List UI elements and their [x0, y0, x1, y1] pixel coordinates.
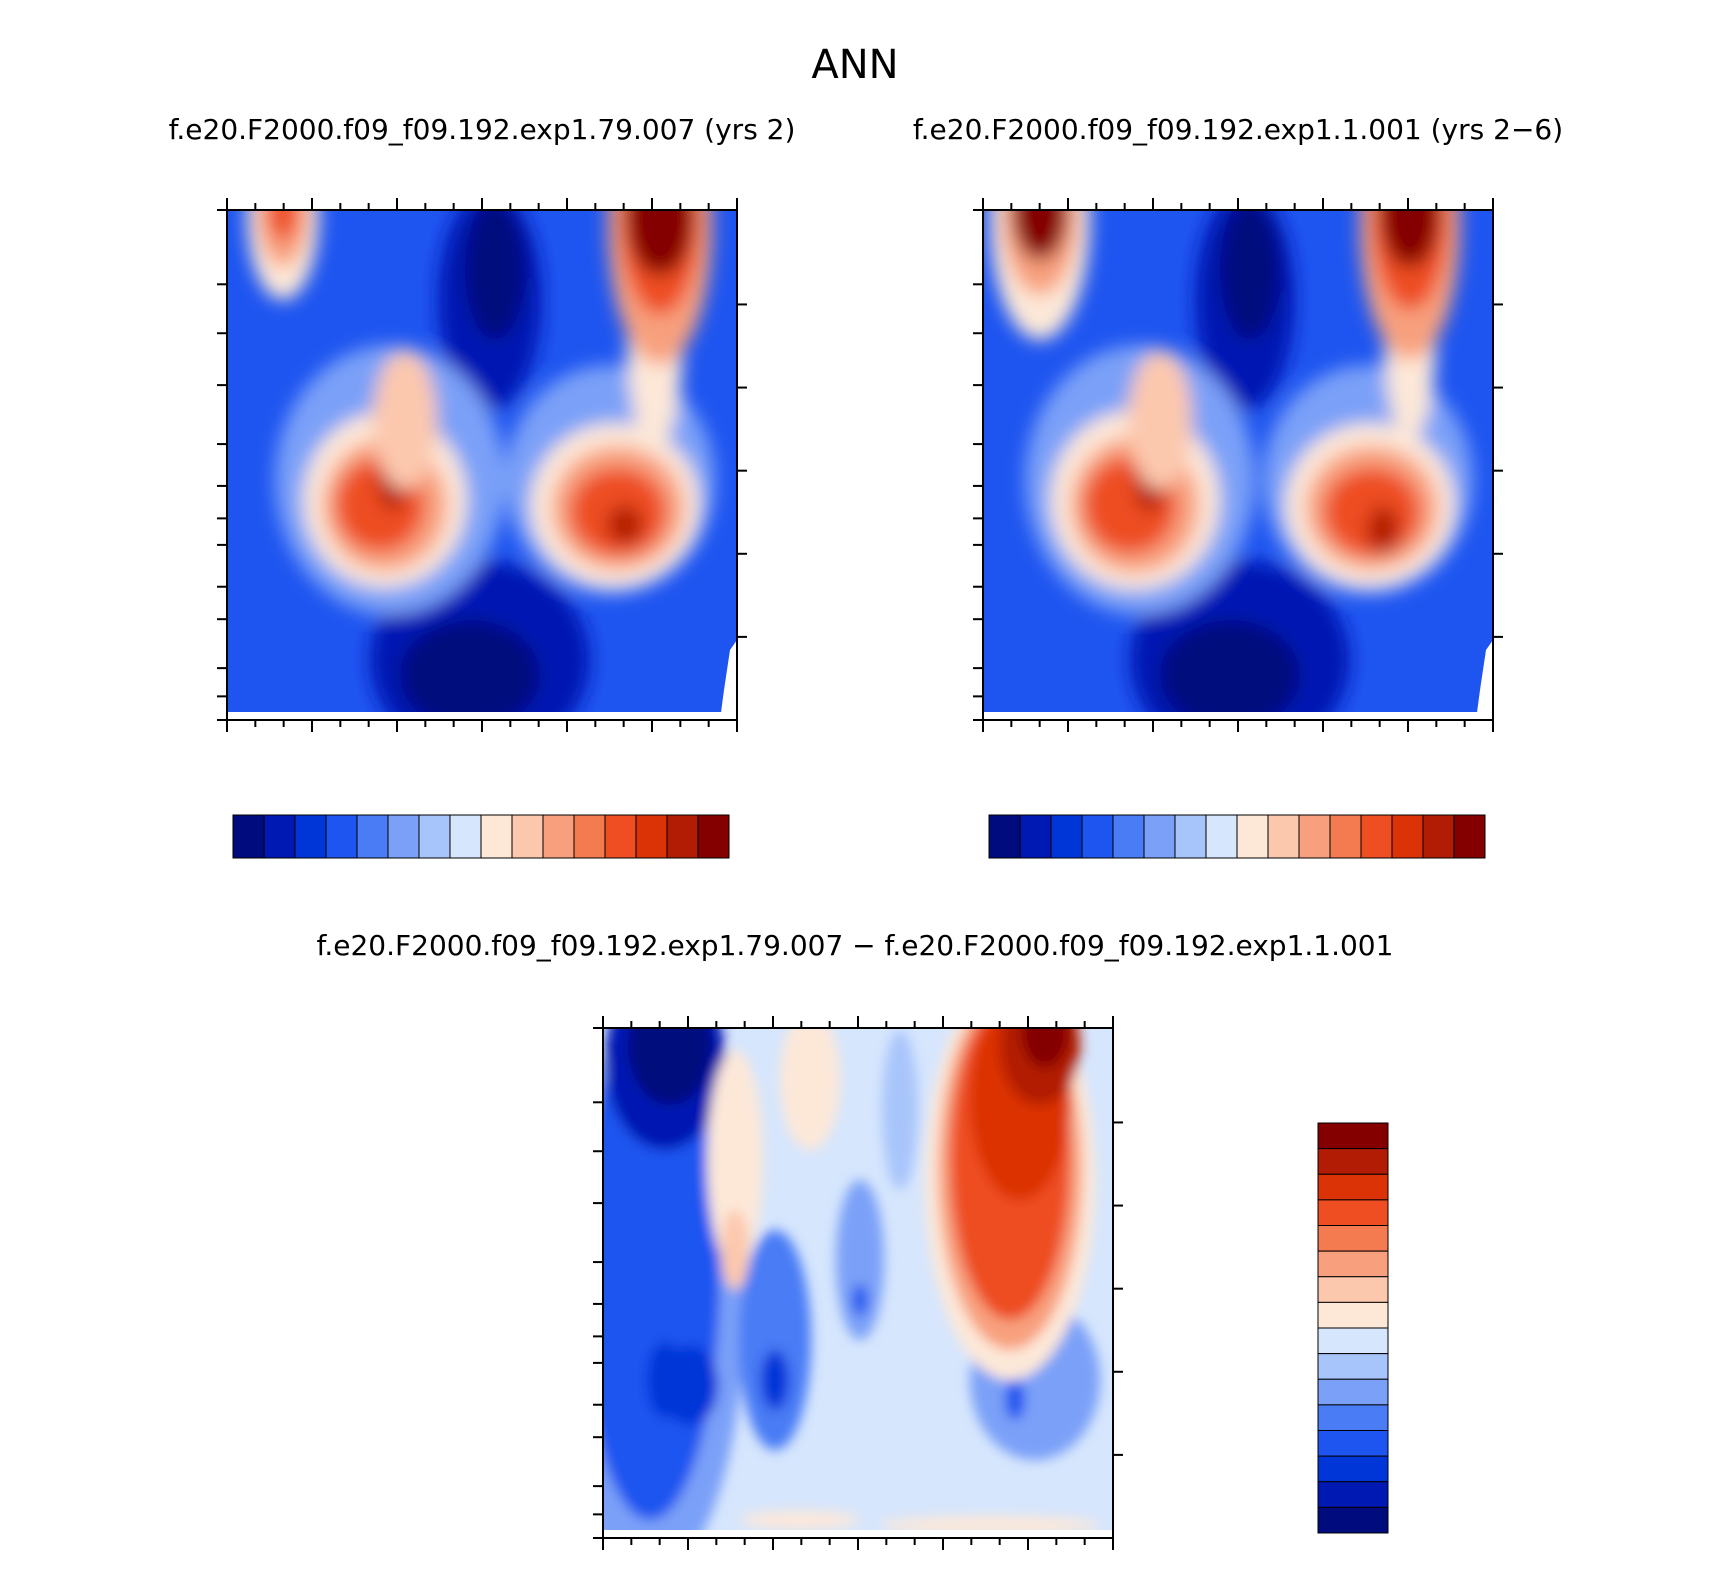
- p3-colorbar-swatch: [1317, 1455, 1389, 1483]
- p1-trop-strat-core: [465, 210, 525, 340]
- p3-colorbar-swatch: [1317, 1276, 1389, 1303]
- p1-colorbar-swatch: [697, 814, 730, 859]
- p1-colorbar-swatch: [449, 814, 482, 859]
- p3-colorbar-swatch: [1317, 1148, 1389, 1175]
- p3-neg-30n: [739, 1230, 811, 1450]
- panel2-plot: [982, 209, 1494, 721]
- p1-colorbar-swatch: [635, 814, 668, 859]
- p2-colorbar-swatch: [1050, 814, 1083, 859]
- main-title: ANN: [811, 42, 898, 88]
- p2-sh-strat-core: [1380, 210, 1440, 267]
- p3-sh-pos-core: [1021, 1028, 1069, 1068]
- p3-colorbar-swatch: [1317, 1301, 1389, 1329]
- p3-colorbar-swatch: [1317, 1225, 1389, 1252]
- p1-lower-min-core: [400, 620, 540, 720]
- panel1-case-title: f.e20.F2000.f09_f09.192.exp1.79.007 (yrs…: [169, 113, 796, 146]
- p2-colorbar-swatch: [1453, 814, 1486, 859]
- p2-colorbar-swatch: [1205, 814, 1238, 859]
- p3-ground: [603, 1530, 1113, 1538]
- p1-colorbar-swatch: [263, 814, 296, 859]
- p2-colorbar-swatch: [1174, 814, 1207, 859]
- p2-colorbar-swatch: [1143, 814, 1176, 859]
- p1-colorbar-swatch: [418, 814, 451, 859]
- p1-colorbar-swatch: [387, 814, 420, 859]
- p3-neg-eq-core: [852, 1284, 868, 1316]
- p3-surface-pos2: [740, 1511, 860, 1529]
- p3-colorbar-swatch: [1317, 1173, 1389, 1201]
- p3-nh-neg-lower2: [647, 1342, 683, 1418]
- p2-ground: [983, 712, 1493, 720]
- p2-sh-jet-core: [1367, 506, 1399, 554]
- p1-colorbar-swatch: [294, 814, 327, 859]
- p3-colorbar-swatch: [1317, 1122, 1389, 1150]
- p3-neg-eq: [836, 1180, 884, 1340]
- p3-colorbar-swatch: [1317, 1327, 1389, 1355]
- p3-colorbar-swatch: [1317, 1378, 1389, 1406]
- panel3-field: [603, 1028, 1113, 1538]
- p1-sh-jet-core: [607, 505, 643, 545]
- p3-nh-neg-core: [628, 1028, 712, 1105]
- p3-colorbar-swatch: [1317, 1250, 1389, 1278]
- p1-nh-strat-core: [268, 210, 298, 240]
- p2-trop-strat-core: [1220, 210, 1280, 340]
- p3-neg-30n-core: [761, 1350, 789, 1410]
- p3-pos-nh-tongue: [707, 1050, 763, 1270]
- p2-lower-min-core: [1160, 620, 1300, 720]
- p1-colorbar-swatch: [573, 814, 606, 859]
- p3-pos-strat: [780, 1028, 840, 1150]
- p3-neg-sh-core: [1005, 1380, 1025, 1420]
- panel1-plot: [226, 209, 738, 721]
- p2-colorbar-swatch: [1329, 814, 1362, 859]
- p2-colorbar-swatch: [1267, 814, 1300, 859]
- p1-colorbar-swatch: [604, 814, 637, 859]
- p2-colorbar-swatch: [1236, 814, 1269, 859]
- panel2-case-title: f.e20.F2000.f09_f09.192.exp1.1.001 (yrs …: [913, 113, 1563, 146]
- p2-colorbar-swatch: [1391, 814, 1424, 859]
- p1-colorbar-swatch: [480, 814, 513, 859]
- p2-colorbar-swatch: [1019, 814, 1052, 859]
- p1-colorbar-swatch: [356, 814, 389, 859]
- p1-colorbar-swatch: [542, 814, 575, 859]
- p3-neg-strat-eq: [882, 1030, 918, 1190]
- p2-colorbar-swatch: [988, 814, 1021, 859]
- p2-nh-tongue: [1128, 350, 1192, 490]
- p1-ground-antarctic: [720, 640, 737, 720]
- p2-nh-strat-core: [1012, 210, 1068, 260]
- p2-colorbar-swatch: [1360, 814, 1393, 859]
- p3-colorbar-swatch: [1317, 1481, 1389, 1508]
- p3-pos-nh-core: [721, 1210, 749, 1290]
- p1-ground: [227, 712, 737, 720]
- p1-nh-tongue: [373, 350, 437, 490]
- generated-layer: [217, 198, 1503, 1550]
- p2-colorbar-swatch: [1298, 814, 1331, 859]
- p1-colorbar-swatch: [511, 814, 544, 859]
- p1-colorbar-swatch: [666, 814, 699, 859]
- p2-colorbar-swatch: [1112, 814, 1145, 859]
- p3-colorbar-swatch: [1317, 1404, 1389, 1431]
- p3-colorbar-swatch: [1317, 1506, 1389, 1534]
- panel3-case-title: f.e20.F2000.f09_f09.192.exp1.79.007 − f.…: [317, 929, 1394, 962]
- p3-colorbar-swatch: [1317, 1353, 1389, 1380]
- p2-colorbar-swatch: [1422, 814, 1455, 859]
- panel3-plot: [602, 1027, 1114, 1539]
- panel2-field: [983, 210, 1493, 720]
- p3-colorbar-swatch: [1317, 1430, 1389, 1457]
- p1-sh-strat-core: [626, 210, 694, 275]
- p2-colorbar-swatch: [1081, 814, 1114, 859]
- panel1-field: [227, 210, 737, 720]
- p1-colorbar-swatch: [325, 814, 358, 859]
- p3-surface-pos: [880, 1516, 1100, 1534]
- p2-ground-antarctic: [1476, 640, 1493, 720]
- p1-colorbar-swatch: [232, 814, 265, 859]
- p3-colorbar-swatch: [1317, 1199, 1389, 1226]
